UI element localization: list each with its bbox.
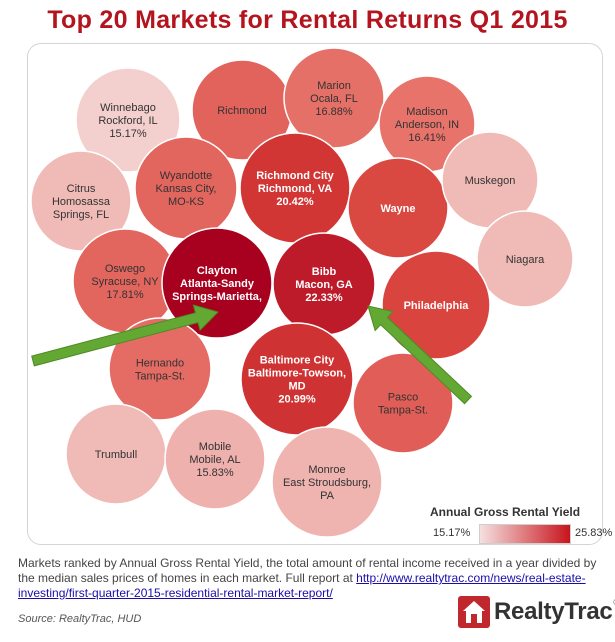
bubble-philadelphia: Philadelphia — [381, 250, 491, 360]
bubble-circle — [164, 408, 266, 510]
bubble-circle — [381, 250, 491, 360]
bubble-label: 15.17% — [109, 128, 147, 140]
bubble-label: East Stroudsburg, — [283, 477, 371, 489]
arrow-to-bibb-icon — [367, 305, 473, 405]
bubble-label: Tampa-St. — [135, 371, 185, 383]
source-note: Source: RealtyTrac, HUD — [18, 613, 142, 625]
bubble-label: Springs, FL — [53, 209, 109, 221]
bubble-label: Tampa-St. — [378, 405, 428, 417]
bubble-label: 22.33% — [305, 292, 343, 304]
bubble-label: Philadelphia — [404, 300, 470, 312]
bubble-label: 17.81% — [106, 289, 144, 301]
bubble-label: Richmond, VA — [258, 183, 332, 195]
bubble-circle — [283, 47, 385, 149]
bubble-label: Atlanta-Sandy — [180, 278, 255, 290]
bubble-wayne: Wayne — [347, 157, 449, 259]
bubble-trumbull: Trumbull — [65, 403, 167, 505]
legend-color-scale — [479, 524, 571, 544]
bubble-label: Richmond City — [256, 170, 334, 182]
arrow-to-clayton-icon — [31, 304, 219, 367]
bubble-label: Citrus — [67, 183, 96, 195]
bubble-label: Anderson, IN — [395, 119, 459, 131]
bubble-label: Madison — [406, 106, 448, 118]
bubble-label: Muskegon — [465, 175, 516, 187]
bubble-label: Monroe — [308, 464, 345, 476]
bubble-label: Macon, GA — [295, 279, 353, 291]
bubble-label: Wyandotte — [160, 170, 213, 182]
plot-area: Winnebago Rockford, IL 15.17% Richmond Mario… — [27, 43, 612, 545]
bubble-circle — [476, 210, 574, 308]
bubble-label: Pasco — [388, 392, 419, 404]
logo-wordmark: RealtyTrac® — [494, 598, 615, 625]
bubble-label: Homosassa — [52, 196, 111, 208]
bubble-label: Rockford, IL — [98, 115, 157, 127]
legend-max-label: 25.83% — [575, 527, 613, 539]
bubble-label: PA — [320, 490, 335, 502]
report-link[interactable]: http://www.realtytrac.com/news/real-esta… — [18, 571, 586, 600]
bubble-circle — [352, 352, 454, 454]
bubble-circle — [240, 322, 354, 436]
bubble-circle — [30, 150, 132, 252]
bubble-label: Oswego — [105, 263, 145, 275]
bubble-label: Syracuse, NY — [91, 276, 159, 288]
bubble-circle — [108, 317, 212, 421]
bubble-label: Hernando — [136, 358, 184, 370]
footnote-text: Markets ranked by Annual Gross Rental Yi… — [18, 556, 597, 585]
bubble-label: 15.83% — [196, 467, 234, 479]
bubble-circle — [271, 426, 383, 538]
bubble-label: Baltimore-Towson, — [248, 368, 346, 380]
chart-title: Top 20 Markets for Rental Returns Q1 201… — [47, 6, 568, 34]
bubble-label: Kansas City, — [156, 183, 217, 195]
bubble-label: Niagara — [506, 254, 545, 266]
legend-min-label: 15.17% — [433, 527, 471, 539]
footnote: Markets ranked by Annual Gross Rental Yi… — [18, 556, 598, 601]
realtytrac-logo: RealtyTrac® — [458, 596, 615, 628]
bubble-label: MD — [288, 381, 305, 393]
bubble-label: Winnebago — [100, 102, 156, 114]
bubble-label: Ocala, FL — [310, 93, 358, 105]
bubble-muskegon: Muskegon — [441, 131, 539, 229]
legend-title: Annual Gross Rental Yield — [430, 505, 581, 519]
bubble-label: Trumbull — [95, 449, 137, 461]
bubble-label: Wayne — [380, 203, 415, 215]
bubble-circle — [347, 157, 449, 259]
bubble-niagara: Niagara — [476, 210, 574, 308]
bubble-label: Clayton — [197, 265, 238, 277]
bubble-label: Mobile, AL — [189, 454, 240, 466]
bubble-label: Mobile — [199, 441, 231, 453]
house-logo-icon — [458, 596, 490, 628]
bubble-label: Bibb — [312, 266, 337, 278]
bubble-label: Marion — [317, 80, 351, 92]
bubble-label: MO-KS — [168, 196, 204, 208]
bubble-circle — [161, 227, 273, 339]
bubble-label: Richmond — [217, 105, 267, 117]
bubble-label: Baltimore City — [260, 355, 335, 367]
bubble-circle — [75, 67, 181, 173]
bubble-label: 16.88% — [315, 106, 353, 118]
bubble-label: 16.41% — [408, 132, 446, 144]
bubble-label: 20.42% — [276, 196, 314, 208]
bubble-label: 20.99% — [278, 394, 316, 406]
bubble-label: Springs-Marietta, — [172, 291, 262, 303]
